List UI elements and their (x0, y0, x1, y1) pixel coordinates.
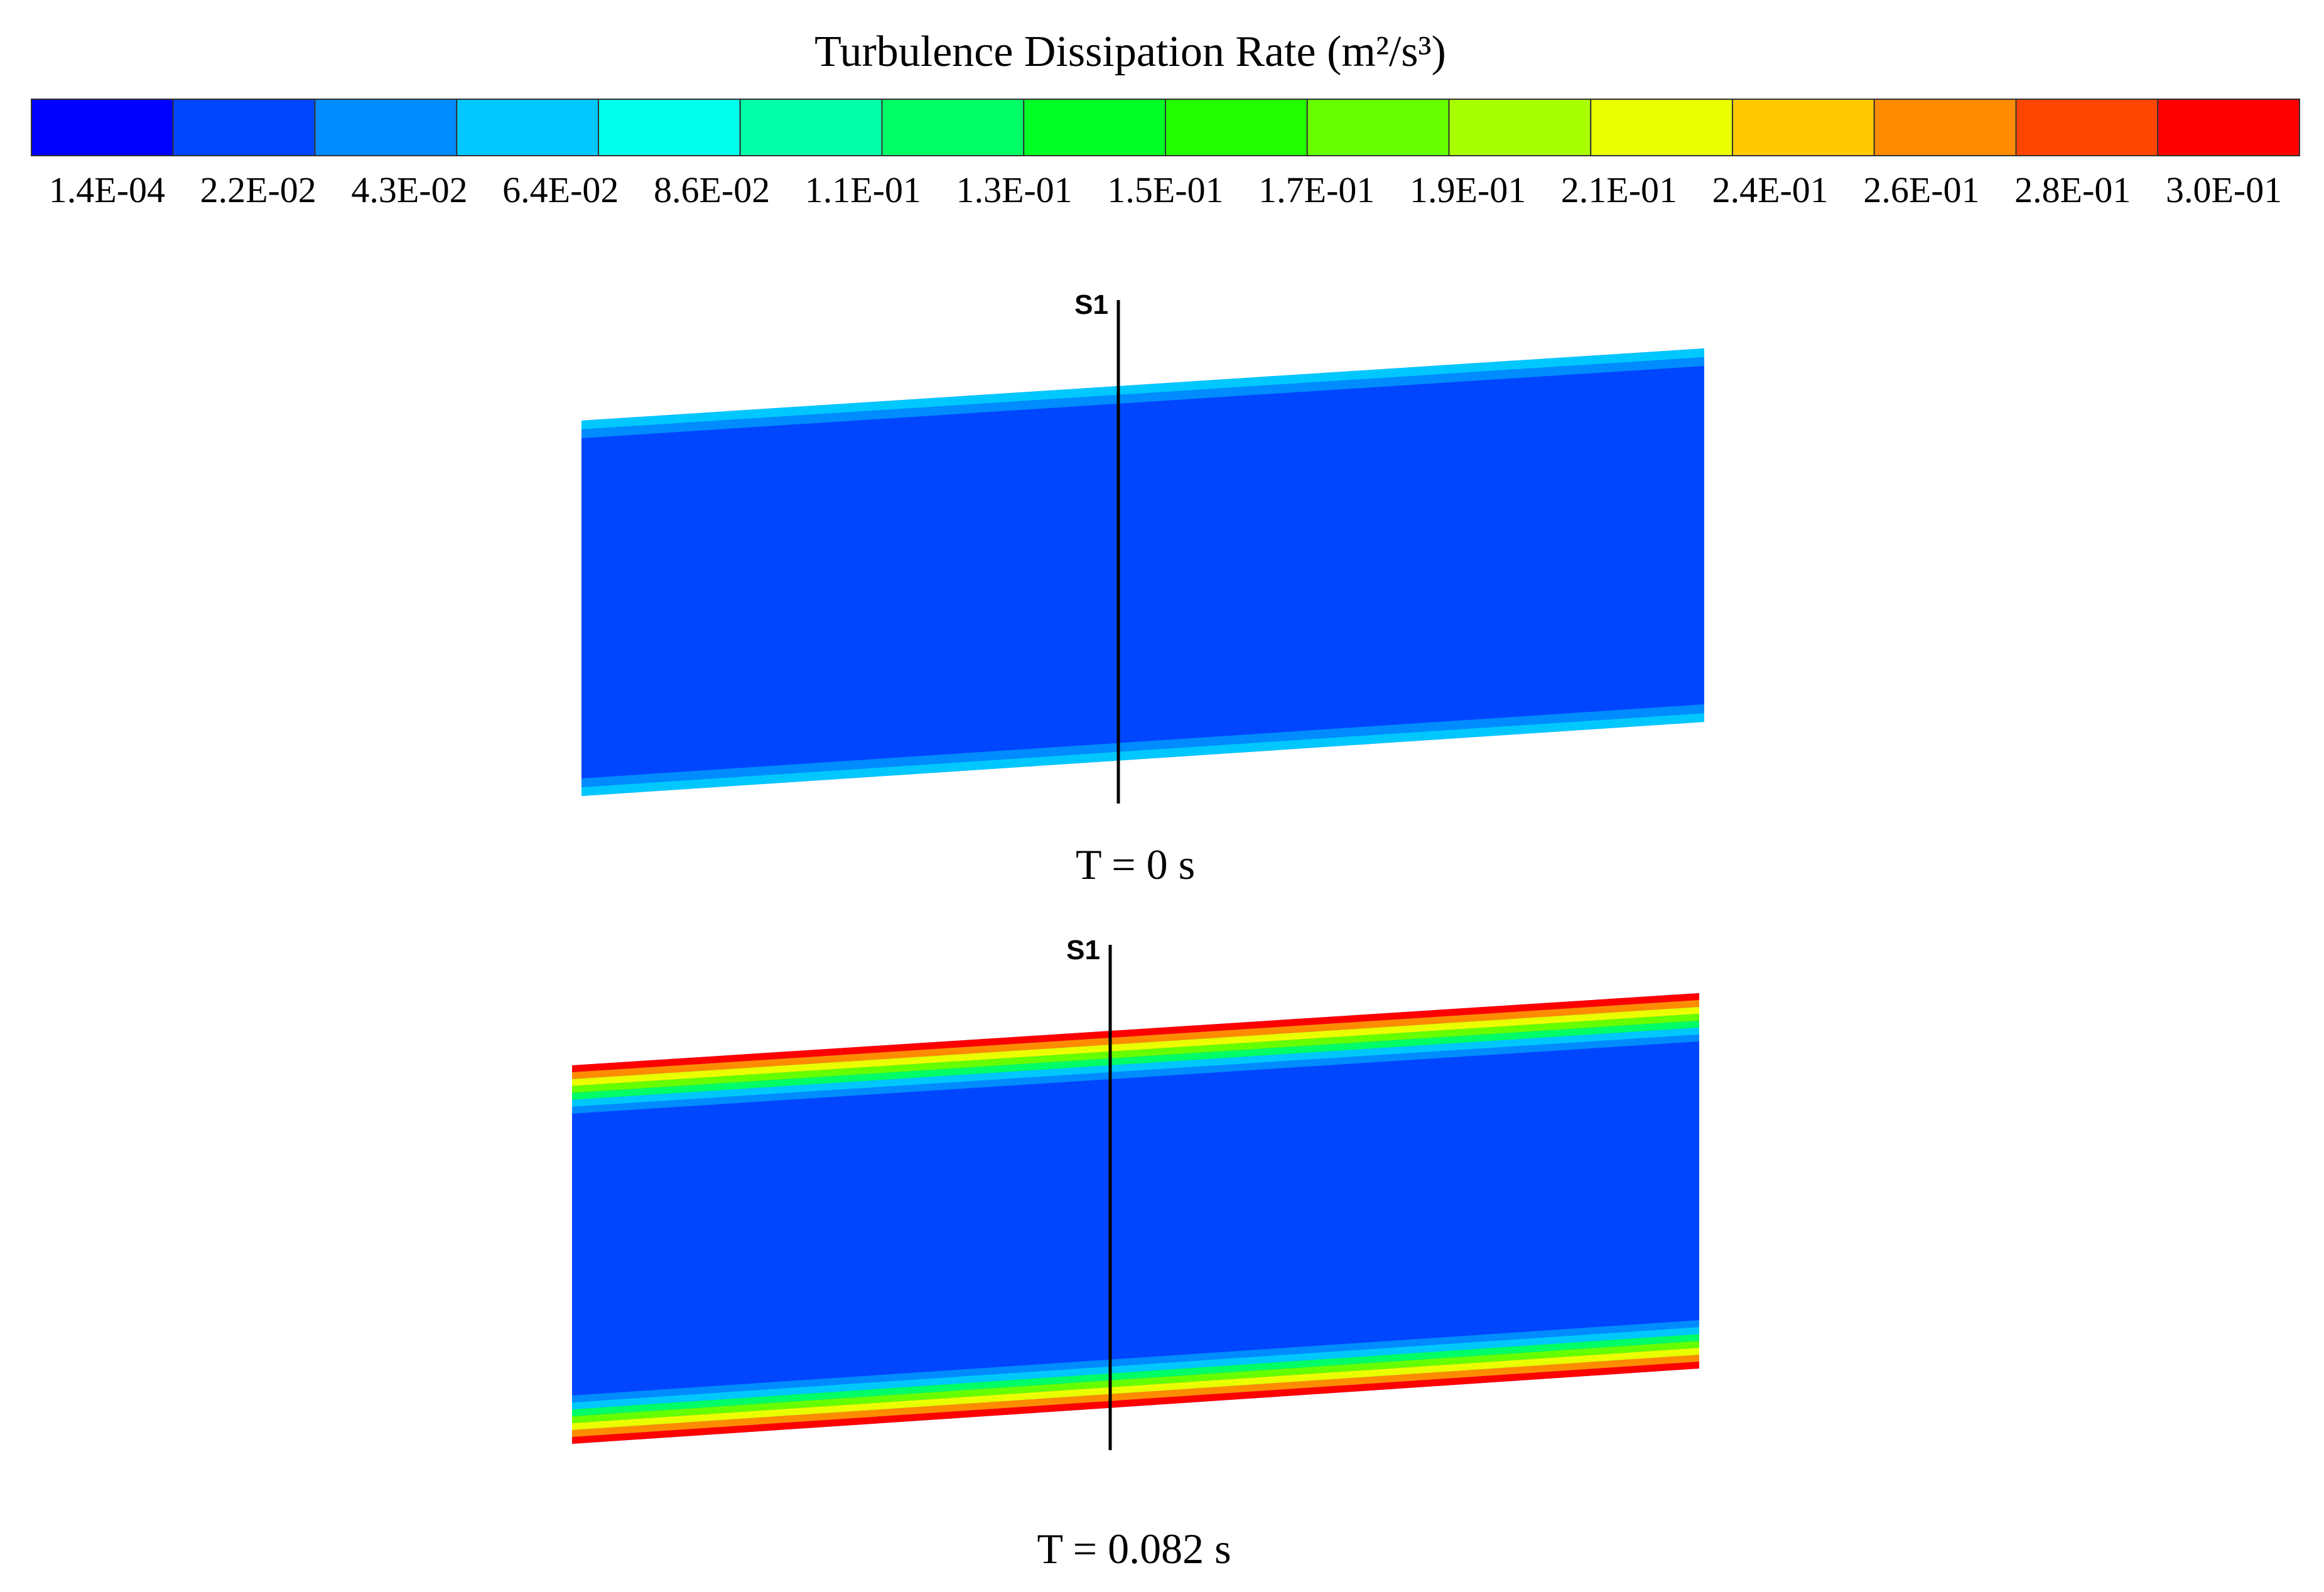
colorbar-tick-label: 1.5E-01 (1107, 169, 1223, 210)
colorbar-tick-label: 8.6E-02 (654, 169, 770, 210)
colorbar-tick-label: 1.7E-01 (1258, 169, 1375, 210)
colorbar-tick-label: 1.1E-01 (805, 169, 921, 210)
wall-band-bottom (581, 713, 1704, 796)
wall-band-top (572, 1021, 1699, 1100)
wall-band-bottom (572, 1334, 1699, 1416)
colorbar-tick-label: 2.1E-01 (1561, 169, 1677, 210)
colorbar-tick-label: 2.8E-01 (2014, 169, 2131, 210)
wall-band-top (572, 993, 1699, 1072)
colorbar-swatch (1732, 99, 1875, 156)
colorbar-tick-label: 2.4E-01 (1712, 169, 1829, 210)
panel-caption-t1: T = 0.082 s (1037, 1525, 1231, 1573)
section-label-s1: S1 (1074, 289, 1108, 320)
wall-band-bottom (572, 1348, 1699, 1430)
colorbar-tick-label: 1.4E-04 (49, 169, 165, 210)
colorbar-swatch (739, 99, 883, 156)
wall-band-bottom (572, 1327, 1699, 1409)
colorbar-swatch (172, 99, 316, 156)
pipe-contour-bands (572, 993, 1699, 1444)
colorbar-tick-label: 2.2E-02 (200, 169, 316, 210)
pipe-core (572, 993, 1699, 1444)
wall-band-top (572, 1035, 1699, 1114)
wall-band-top (581, 357, 1704, 438)
colorbar-tick-label: 1.9E-01 (1410, 169, 1526, 210)
wall-band-bottom (572, 1320, 1699, 1402)
colorbar-swatch (314, 99, 458, 156)
colorbar-swatch (598, 99, 741, 156)
colorbar-swatch (1306, 99, 1450, 156)
wall-band-top (572, 1000, 1699, 1079)
colorbar-tick-label: 2.6E-01 (1863, 169, 1979, 210)
colorbar-swatch (881, 99, 1025, 156)
colorbar-tick-label: 3.0E-01 (2166, 169, 2282, 210)
pipe-core (581, 348, 1704, 796)
pipe-contour-bands (581, 348, 1704, 796)
colorbar (31, 99, 2300, 156)
wall-band-top (581, 348, 1704, 429)
wall-band-bottom (581, 704, 1704, 787)
colorbar-swatch (1448, 99, 1592, 156)
pipe-panel-t1: S1 T = 0.082 s (572, 935, 1699, 1573)
colorbar-tick-labels: 1.4E-04 2.2E-02 4.3E-02 6.4E-02 8.6E-02 1.1E-… (49, 169, 2282, 210)
colorbar-swatch (31, 99, 174, 156)
colorbar-tick-label: 6.4E-02 (502, 169, 619, 210)
colorbar-swatch (2157, 99, 2300, 156)
wall-band-bottom (572, 1341, 1699, 1423)
colorbar-swatch (1023, 99, 1166, 156)
colorbar-swatch (456, 99, 599, 156)
wall-band-top (572, 1007, 1699, 1086)
panel-caption-t0: T = 0 s (1076, 841, 1195, 888)
wall-band-bottom (572, 1362, 1699, 1444)
colorbar-swatch (1873, 99, 2017, 156)
colorbar-swatch (1165, 99, 1308, 156)
wall-band-top (572, 1028, 1699, 1107)
wall-band-bottom (572, 1355, 1699, 1437)
colorbar-swatch (1590, 99, 1733, 156)
wall-band-top (572, 1014, 1699, 1093)
pipe-panel-t0: S1 T = 0 s (581, 289, 1704, 888)
colorbar-tick-label: 4.3E-02 (351, 169, 467, 210)
legend-title: Turbulence Dissipation Rate (m²/s³) (814, 28, 1446, 76)
section-label-s1: S1 (1066, 935, 1100, 965)
colorbar-tick-label: 1.3E-01 (956, 169, 1073, 210)
colorbar-swatch (2015, 99, 2159, 156)
